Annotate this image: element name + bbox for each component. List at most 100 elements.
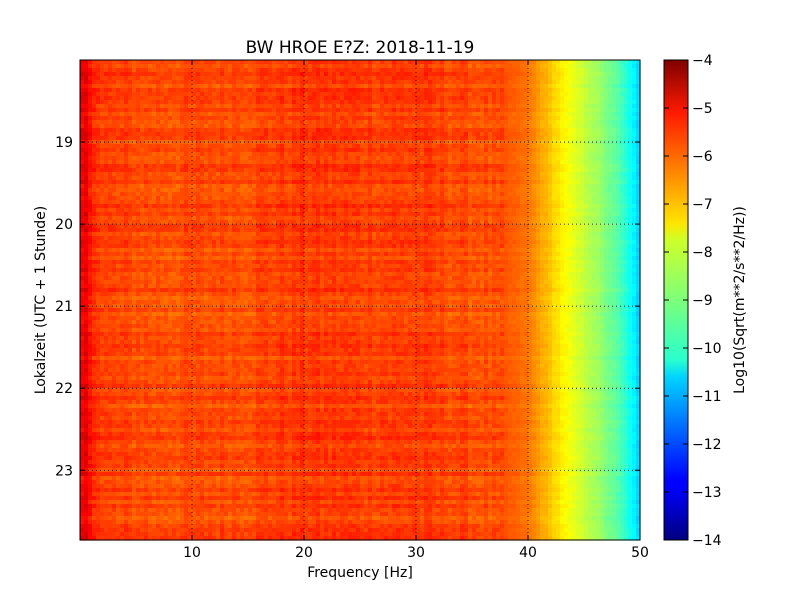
heatmap-cell <box>100 92 105 97</box>
heatmap-cell <box>160 192 165 197</box>
heatmap-cell <box>404 180 409 185</box>
heatmap-cell <box>236 68 241 73</box>
heatmap-cell <box>272 156 277 161</box>
heatmap-cell <box>320 100 325 105</box>
heatmap-cell <box>548 124 553 129</box>
heatmap-cell <box>320 88 325 93</box>
heatmap-cell <box>244 68 249 73</box>
heatmap-cell <box>436 164 441 169</box>
heatmap-cell <box>244 80 249 85</box>
heatmap-cell <box>556 132 561 137</box>
heatmap-cell <box>240 176 245 181</box>
heatmap-cell <box>352 68 357 73</box>
heatmap-cell <box>288 196 293 201</box>
heatmap-cell <box>460 104 465 109</box>
heatmap-cell <box>612 164 617 169</box>
heatmap-cell <box>552 184 557 189</box>
heatmap-cell <box>236 80 241 85</box>
heatmap-cell <box>136 140 141 145</box>
heatmap-cell <box>552 148 557 153</box>
heatmap-cell <box>580 152 585 157</box>
heatmap-cell <box>340 72 345 77</box>
heatmap-cell <box>584 160 589 165</box>
heatmap-cell <box>152 196 157 201</box>
heatmap-cell <box>312 184 317 189</box>
heatmap-cell <box>148 100 153 105</box>
heatmap-cell <box>560 180 565 185</box>
heatmap-cell <box>576 196 581 201</box>
heatmap-cell <box>412 168 417 173</box>
heatmap-cell <box>416 88 421 93</box>
heatmap-cell <box>604 196 609 201</box>
heatmap-cell <box>488 88 493 93</box>
heatmap-cell <box>276 72 281 77</box>
heatmap-cell <box>172 80 177 85</box>
heatmap-cell <box>544 100 549 105</box>
heatmap-cell <box>420 132 425 137</box>
heatmap-cell <box>128 96 133 101</box>
heatmap-cell <box>104 168 109 173</box>
heatmap-cell <box>504 148 509 153</box>
heatmap-cell <box>384 148 389 153</box>
heatmap-cell <box>560 100 565 105</box>
heatmap-cell <box>480 124 485 129</box>
heatmap-cell <box>592 60 597 65</box>
heatmap-cell <box>484 120 489 125</box>
heatmap-cell <box>440 72 445 77</box>
heatmap-cell <box>492 124 497 129</box>
heatmap-cell <box>292 184 297 189</box>
heatmap-cell <box>336 76 341 81</box>
heatmap-cell <box>264 152 269 157</box>
heatmap-cell <box>176 160 181 165</box>
heatmap-cell <box>480 80 485 85</box>
heatmap-cell <box>444 160 449 165</box>
heatmap-cell <box>484 136 489 141</box>
heatmap-cell <box>204 72 209 77</box>
heatmap-cell <box>192 60 197 65</box>
heatmap-cell <box>520 144 525 149</box>
heatmap-cell <box>620 176 625 181</box>
heatmap-cell <box>252 68 257 73</box>
heatmap-cell <box>276 144 281 149</box>
heatmap-cell <box>192 116 197 121</box>
heatmap-cell <box>628 68 633 73</box>
heatmap-cell <box>392 116 397 121</box>
heatmap-cell <box>452 184 457 189</box>
heatmap-cell <box>632 72 637 77</box>
heatmap-cell <box>408 84 413 89</box>
heatmap-cell <box>156 108 161 113</box>
heatmap-cell <box>116 120 121 125</box>
heatmap-cell <box>440 196 445 201</box>
heatmap-cell <box>492 64 497 69</box>
heatmap-cell <box>500 88 505 93</box>
heatmap-cell <box>592 96 597 101</box>
heatmap-cell <box>292 192 297 197</box>
heatmap-cell <box>296 128 301 133</box>
heatmap-cell <box>320 112 325 117</box>
heatmap-cell <box>376 68 381 73</box>
heatmap-cell <box>116 124 121 129</box>
heatmap-cell <box>112 156 117 161</box>
heatmap-cell <box>464 68 469 73</box>
heatmap-cell <box>528 108 533 113</box>
heatmap-cell <box>400 104 405 109</box>
heatmap-cell <box>404 68 409 73</box>
heatmap-cell <box>108 184 113 189</box>
heatmap-cell <box>184 64 189 69</box>
heatmap-cell <box>520 112 525 117</box>
heatmap-cell <box>288 76 293 81</box>
heatmap-cell <box>280 196 285 201</box>
heatmap-cell <box>344 96 349 101</box>
heatmap-cell <box>340 136 345 141</box>
heatmap-cell <box>188 152 193 157</box>
heatmap-cell <box>468 188 473 193</box>
heatmap-cell <box>448 184 453 189</box>
heatmap-cell <box>100 108 105 113</box>
heatmap-cell <box>576 88 581 93</box>
heatmap-cell <box>492 80 497 85</box>
heatmap-cell <box>304 104 309 109</box>
heatmap-cell <box>536 172 541 177</box>
heatmap-cell <box>408 188 413 193</box>
heatmap-cell <box>352 140 357 145</box>
heatmap-cell <box>160 188 165 193</box>
